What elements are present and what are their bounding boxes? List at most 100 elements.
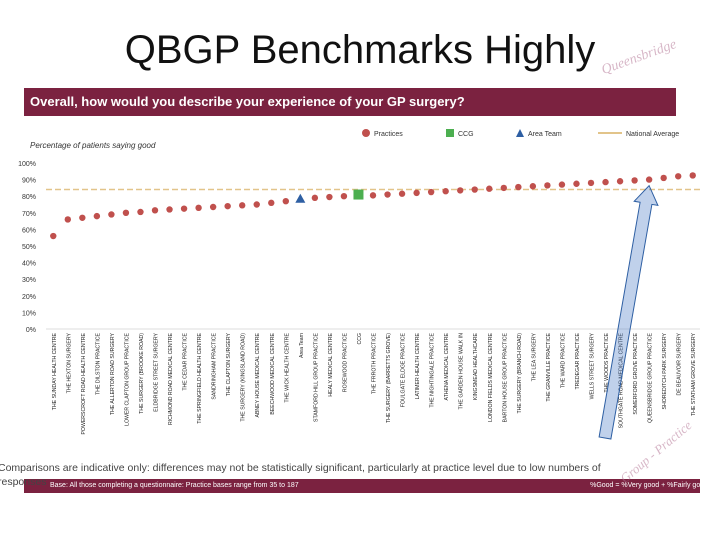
legend-practices-marker: [362, 129, 370, 137]
x-category-label: CCG: [357, 333, 363, 345]
y-tick-label: 80%: [22, 194, 36, 201]
question-text: Overall, how would you describe your exp…: [30, 94, 465, 109]
practice-point: [689, 172, 696, 179]
x-category-label: ELDBRIDGE STREET SURGERY: [154, 332, 160, 411]
x-category-label: THE WOODS PRACTICE: [604, 332, 610, 392]
x-category-label: THE SURGERY (KINGSLAND ROAD): [241, 333, 247, 422]
practice-point: [151, 207, 159, 214]
practice-point: [631, 177, 638, 184]
base-note: Base: All those completing a questionnai…: [50, 482, 299, 489]
x-category-label: THE WARD PRACTICE: [560, 332, 566, 388]
x-category-label: QUEENSBRIDGE GROUP PRACTICE: [648, 332, 654, 422]
practice-point: [166, 206, 173, 213]
practice-point: [398, 190, 406, 197]
x-category-label: LATIMER HEALTH CENTRE: [415, 332, 421, 399]
practice-point: [268, 199, 275, 207]
practice-point: [253, 201, 260, 208]
chart-subtitle: Percentage of patients saying good: [30, 141, 156, 150]
practice-point: [282, 197, 289, 205]
practice-point: [413, 189, 420, 197]
y-tick-label: 20%: [22, 294, 36, 301]
practice-point: [108, 211, 115, 218]
practice-point: [326, 193, 333, 201]
x-category-label: Area Team: [299, 333, 305, 358]
x-category-label: SANDRINGHAM PRACTICE: [212, 332, 218, 399]
highlight-arrow: [598, 184, 659, 440]
x-category-label: THE STATHAM GROVE SURGERY: [691, 332, 697, 416]
x-category-label: HEALY MEDICAL CENTRE: [328, 332, 334, 396]
practice-point: [122, 209, 130, 216]
x-category-label: THE CEDAR PRACTICE: [183, 332, 189, 390]
x-category-label: THE GRANVILLE PRACTICE: [546, 332, 552, 401]
y-tick-label: 30%: [22, 277, 36, 284]
practice-point: [529, 183, 537, 190]
x-category-label: STAMFORD HILL GROUP PRACTICE: [313, 332, 319, 422]
practice-point: [180, 205, 188, 212]
y-tick-label: 70%: [22, 211, 36, 218]
legend-area-team-marker: [516, 129, 524, 137]
question-bar: [24, 88, 676, 116]
practice-point: [224, 202, 231, 210]
legend-area-team: Area Team: [528, 131, 562, 138]
x-category-label: LOWER CLAPTON GROUP PRACTICE: [124, 332, 130, 425]
x-category-label: THE SURGERY (BROOKE ROAD): [139, 333, 145, 414]
practice-point: [602, 178, 609, 186]
x-category-label: RICHMOND ROAD MEDICAL CENTRE: [168, 332, 174, 425]
practice-point: [515, 183, 522, 191]
footer-bar: [24, 479, 700, 493]
practice-point: [457, 187, 464, 194]
x-category-label: BEECHWOOD MEDICAL CENTRE: [270, 332, 276, 414]
x-category-label: KINGSMEAD HEALTHCARE: [473, 332, 479, 400]
x-category-label: TREDEGAR PRACTICE: [575, 332, 581, 389]
x-category-label: THE ALLERTON ROAD SURGERY: [110, 332, 116, 415]
practice-point: [93, 212, 101, 220]
legend-national-average: National Average: [626, 131, 680, 138]
practice-point: [486, 185, 493, 192]
x-category-label: WELLS STREET SURGERY: [590, 332, 596, 399]
practice-point: [311, 194, 319, 202]
practice-point: [616, 178, 624, 185]
x-category-label: THE NIGHTINGALE PRACTICE: [430, 332, 436, 407]
practice-point: [573, 180, 580, 187]
x-category-label: THE FRROTH PRACTICE: [372, 332, 378, 394]
practice-point: [442, 188, 449, 195]
practice-point: [239, 202, 246, 209]
practice-point: [544, 182, 551, 189]
x-category-label: THE CLAPTON SURGERY: [226, 332, 232, 396]
y-tick-label: 0%: [26, 327, 36, 334]
x-category-label: THE SURGERY (BARRETTS GROVE): [386, 333, 392, 423]
practice-point: [209, 203, 217, 211]
practice-point: [500, 184, 507, 192]
x-category-label: SOMERFORD GROVE PRACTICE: [633, 332, 639, 414]
x-category-label: SHOREDITCH PARK SURGERY: [662, 332, 668, 409]
legend-ccg: CCG: [458, 131, 474, 138]
x-category-label: ROSEWOOD PRACTICE: [342, 332, 348, 392]
x-category-label: THE SURGERY (BRANCH ROAD): [517, 333, 523, 414]
x-category-label: FOULGATE ELDGE PRACTICE: [401, 332, 407, 407]
x-category-label: DE BEAUVOIR SURGERY: [677, 332, 683, 395]
x-category-label: ATHENA MEDICAL CENTRE: [444, 332, 450, 400]
practice-point: [340, 193, 348, 200]
y-tick-label: 100%: [18, 161, 36, 168]
y-tick-label: 40%: [22, 261, 36, 268]
practice-point: [645, 176, 653, 183]
x-category-label: ABNEY HOUSE MEDICAL CENTRE: [255, 332, 261, 417]
practice-point: [384, 191, 391, 198]
y-tick-label: 90%: [22, 178, 36, 185]
x-category-label: THE WICK HEALTH CENTRE: [284, 332, 290, 402]
x-category-label: THE LEA SURGERY: [531, 332, 537, 381]
good-definition: %Good = %Very good + %Fairly good: [590, 482, 708, 489]
practice-point: [427, 188, 435, 196]
x-category-label: LONDON FIELDS MEDICAL CENTRE: [488, 332, 494, 421]
x-category-label: THE GARDEN HOUSE WALK IN: [459, 333, 465, 410]
footnote: Comparisons are indicative only: differe…: [0, 462, 601, 474]
x-category-label: THE SPRINGFIELD HEALTH CENTRE: [197, 332, 203, 423]
area-team-point: [295, 193, 306, 203]
ccg-point: [353, 189, 364, 200]
practice-point: [137, 208, 144, 216]
practice-point: [558, 181, 566, 188]
legend-practices: Practices: [374, 131, 403, 138]
y-tick-label: 50%: [22, 244, 36, 251]
footnote-continued: responses: [0, 476, 47, 488]
y-tick-label: 60%: [22, 227, 36, 234]
